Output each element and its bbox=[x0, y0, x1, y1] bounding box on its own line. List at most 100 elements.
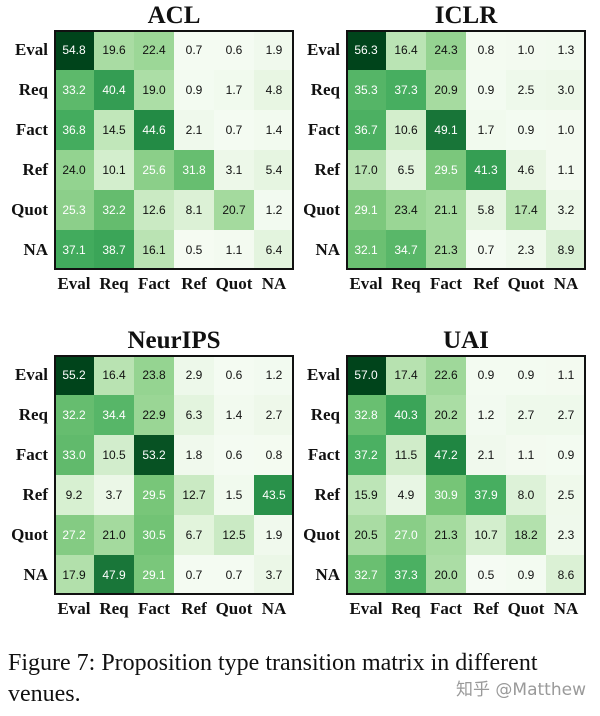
heatmap-cell: 17.9 bbox=[56, 555, 94, 593]
heatmap-cell: 20.0 bbox=[426, 555, 466, 593]
heatmap-cell: 44.6 bbox=[134, 110, 174, 150]
heatmap-cell: 1.4 bbox=[214, 395, 254, 435]
heatmap-cell: 34.7 bbox=[386, 230, 426, 268]
heatmap-cell: 49.1 bbox=[426, 110, 466, 150]
heatmap-cell: 31.8 bbox=[174, 150, 214, 190]
row-tick-label: NA bbox=[23, 565, 48, 584]
heatmap-cell: 8.9 bbox=[546, 230, 584, 268]
heatmap-cell: 37.3 bbox=[386, 70, 426, 110]
column-tick-label: NA bbox=[261, 599, 287, 618]
heatmap-cell: 4.6 bbox=[506, 150, 546, 190]
row-tick-label: Req bbox=[18, 405, 48, 424]
heatmap-cell: 1.2 bbox=[254, 357, 292, 395]
heatmap-cell: 1.1 bbox=[546, 357, 584, 395]
heatmap-cell: 54.8 bbox=[56, 32, 94, 70]
heatmap-cell: 2.3 bbox=[506, 230, 546, 268]
heatmap-cell: 10.5 bbox=[94, 435, 134, 475]
heatmap-cell: 1.1 bbox=[506, 435, 546, 475]
heatmap-cell: 32.2 bbox=[56, 395, 94, 435]
column-tick-label: Eval bbox=[57, 274, 91, 293]
heatmap-cell: 47.9 bbox=[94, 555, 134, 593]
heatmap-cell: 41.3 bbox=[466, 150, 506, 190]
heatmap-cell: 33.2 bbox=[56, 70, 94, 110]
heatmap-cell: 18.2 bbox=[506, 515, 546, 555]
heatmap-cell: 21.3 bbox=[426, 230, 466, 268]
heatmap-cell: 0.9 bbox=[174, 70, 214, 110]
row-tick-label: Quot bbox=[11, 525, 48, 544]
heatmap-cell: 0.6 bbox=[214, 32, 254, 70]
row-tick-label: Fact bbox=[307, 120, 340, 139]
heatmap-cell: 1.1 bbox=[214, 230, 254, 268]
heatmap-cell: 34.4 bbox=[94, 395, 134, 435]
heatmap-cell: 55.2 bbox=[56, 357, 94, 395]
heatmap-cell: 27.2 bbox=[56, 515, 94, 555]
heatmap-cell: 1.9 bbox=[254, 32, 292, 70]
heatmap-cell: 36.7 bbox=[348, 110, 386, 150]
heatmap-cell: 0.8 bbox=[254, 435, 292, 475]
column-tick-label: Quot bbox=[215, 599, 253, 618]
heatmap-cell: 1.5 bbox=[214, 475, 254, 515]
heatmap-cell: 8.1 bbox=[174, 190, 214, 230]
heatmap-cell: 1.7 bbox=[466, 110, 506, 150]
heatmap-cell: 2.3 bbox=[546, 515, 584, 555]
heatmap-cell: 0.6 bbox=[214, 357, 254, 395]
column-tick-label: Ref bbox=[473, 274, 499, 293]
heatmap-cell: 2.9 bbox=[174, 357, 214, 395]
column-tick-label: Req bbox=[391, 599, 421, 618]
heatmap-cell: 22.6 bbox=[426, 357, 466, 395]
heatmap-cell: 21.0 bbox=[94, 515, 134, 555]
heatmap-cell: 3.0 bbox=[546, 70, 584, 110]
heatmap-cell: 0.5 bbox=[466, 555, 506, 593]
row-tick-label: Fact bbox=[15, 445, 48, 464]
heatmap-cell: 1.4 bbox=[254, 110, 292, 150]
heatmap-cell: 29.1 bbox=[134, 555, 174, 593]
heatmap-grid: 56.3 16.4 24.3 0.8 1.0 1.3 35.3 37.3 20.9 0.9 2.5 3… bbox=[346, 30, 586, 270]
column-tick-label: Quot bbox=[215, 274, 253, 293]
heatmap-cell: 17.4 bbox=[506, 190, 546, 230]
row-tick-label: Req bbox=[310, 80, 340, 99]
heatmap-cell: 27.0 bbox=[386, 515, 426, 555]
column-tick-label: Eval bbox=[349, 599, 383, 618]
heatmap-cell: 0.9 bbox=[506, 357, 546, 395]
column-tick-label: Quot bbox=[507, 599, 545, 618]
heatmap-cell: 0.7 bbox=[214, 110, 254, 150]
heatmap-cell: 57.0 bbox=[348, 357, 386, 395]
panel-title: UAI bbox=[443, 327, 489, 354]
figure-caption: Figure 7: Proposition type transition ma… bbox=[8, 650, 538, 707]
heatmap-cell: 10.1 bbox=[94, 150, 134, 190]
row-tick-label: Eval bbox=[306, 365, 340, 384]
heatmap-cell: 5.8 bbox=[466, 190, 506, 230]
heatmap-cell: 25.3 bbox=[56, 190, 94, 230]
column-tick-label: Ref bbox=[473, 599, 499, 618]
heatmap-cell: 53.2 bbox=[134, 435, 174, 475]
heatmap-cell: 11.5 bbox=[386, 435, 426, 475]
heatmap-grid: 55.2 16.4 23.8 2.9 0.6 1.2 32.2 34.4 22.9 6.3 1.4 2… bbox=[54, 355, 294, 595]
heatmap-cell: 40.4 bbox=[94, 70, 134, 110]
heatmap-cell: 37.2 bbox=[348, 435, 386, 475]
heatmap-cell: 2.5 bbox=[506, 70, 546, 110]
column-tick-label: Req bbox=[99, 274, 129, 293]
heatmap-cell: 14.5 bbox=[94, 110, 134, 150]
heatmap-cell: 8.6 bbox=[546, 555, 584, 593]
heatmap-cell: 1.2 bbox=[254, 190, 292, 230]
heatmap-cell: 35.3 bbox=[348, 70, 386, 110]
heatmap-cell: 1.8 bbox=[174, 435, 214, 475]
heatmap-cell: 24.3 bbox=[426, 32, 466, 70]
heatmap-cell: 29.1 bbox=[348, 190, 386, 230]
heatmap-cell: 0.8 bbox=[466, 32, 506, 70]
column-tick-label: Quot bbox=[507, 274, 545, 293]
heatmap-cell: 0.7 bbox=[174, 555, 214, 593]
heatmap-cell: 0.9 bbox=[546, 435, 584, 475]
heatmap-cell: 0.7 bbox=[214, 555, 254, 593]
column-tick-label: Ref bbox=[181, 274, 207, 293]
watermark: 知乎 @Matthew bbox=[456, 680, 586, 700]
heatmap-cell: 1.7 bbox=[214, 70, 254, 110]
heatmap-cell: 19.0 bbox=[134, 70, 174, 110]
heatmap-cell: 2.1 bbox=[174, 110, 214, 150]
row-tick-label: Quot bbox=[303, 525, 340, 544]
heatmap-cell: 3.2 bbox=[546, 190, 584, 230]
row-tick-label: Req bbox=[18, 80, 48, 99]
heatmap-cell: 5.4 bbox=[254, 150, 292, 190]
column-tick-label: NA bbox=[553, 599, 579, 618]
heatmap-cell: 12.7 bbox=[174, 475, 214, 515]
